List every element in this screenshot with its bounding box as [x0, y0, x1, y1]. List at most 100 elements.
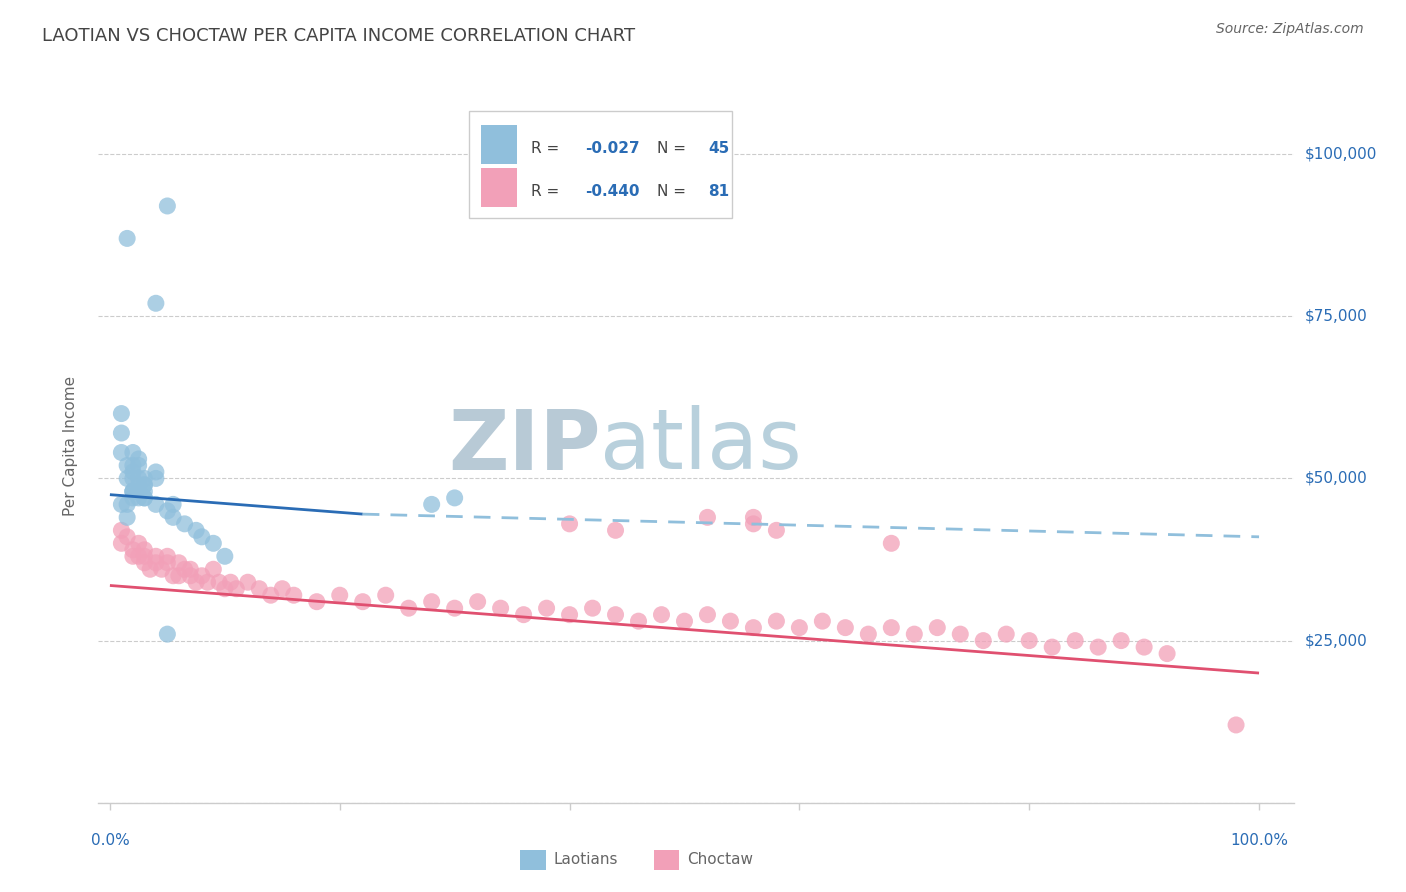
Point [650, 607, 672, 622]
Point [156, 556, 179, 570]
Point [134, 491, 156, 505]
Text: 45: 45 [709, 141, 730, 156]
Point [558, 516, 581, 531]
Bar [470, 111, 733, 218]
Point [134, 542, 156, 557]
Point [156, 199, 179, 213]
Point [128, 491, 150, 505]
Text: $100,000: $100,000 [1305, 146, 1376, 161]
Point [880, 621, 903, 635]
Point [122, 542, 145, 557]
Point [1087, 640, 1109, 654]
Point [903, 627, 925, 641]
Point [443, 601, 465, 615]
Y-axis label: Per Capita Income: Per Capita Income [63, 376, 77, 516]
Point [184, 524, 207, 538]
Point [134, 478, 156, 492]
Point [110, 425, 132, 440]
Point [122, 484, 145, 499]
Point [115, 231, 138, 245]
Point [219, 575, 242, 590]
Point [880, 536, 903, 550]
Point [260, 588, 283, 602]
Point [162, 497, 184, 511]
Text: N =: N = [657, 184, 690, 199]
Point [398, 601, 420, 615]
Point [858, 627, 880, 641]
Point [139, 562, 162, 576]
Point [134, 549, 156, 564]
Point [742, 621, 765, 635]
Point [197, 575, 219, 590]
Point [202, 562, 225, 576]
Text: Source: ZipAtlas.com: Source: ZipAtlas.com [1216, 22, 1364, 37]
Point [1225, 718, 1247, 732]
Text: 81: 81 [709, 184, 730, 199]
Point [305, 595, 328, 609]
Point [605, 524, 627, 538]
Point [150, 562, 173, 576]
Point [128, 452, 150, 467]
Text: 0.0%: 0.0% [90, 833, 129, 848]
Point [352, 595, 374, 609]
Point [558, 607, 581, 622]
Point [122, 471, 145, 485]
Text: N =: N = [657, 141, 690, 156]
Point [145, 471, 167, 485]
Text: 100.0%: 100.0% [1230, 833, 1288, 848]
Point [110, 407, 132, 421]
Point [134, 478, 156, 492]
Point [536, 601, 558, 615]
Point [581, 601, 603, 615]
Point [949, 627, 972, 641]
Point [673, 614, 696, 628]
Text: R =: R = [531, 184, 564, 199]
Point [122, 491, 145, 505]
Point [110, 445, 132, 459]
Point [420, 497, 443, 511]
Point [765, 524, 787, 538]
Point [162, 568, 184, 582]
Point [1133, 640, 1156, 654]
Point [110, 536, 132, 550]
Point [128, 536, 150, 550]
Text: atlas: atlas [600, 406, 801, 486]
Point [167, 568, 190, 582]
Point [605, 607, 627, 622]
Point [696, 510, 718, 524]
Point [145, 296, 167, 310]
Point [128, 484, 150, 499]
Point [742, 510, 765, 524]
Point [145, 556, 167, 570]
Text: -0.440: -0.440 [585, 184, 640, 199]
Point [1156, 647, 1178, 661]
Point [162, 510, 184, 524]
Point [489, 601, 512, 615]
Point [115, 530, 138, 544]
Point [110, 524, 132, 538]
Point [173, 562, 195, 576]
Text: $25,000: $25,000 [1305, 633, 1368, 648]
Point [720, 614, 742, 628]
Point [145, 497, 167, 511]
Point [1018, 633, 1040, 648]
Point [202, 536, 225, 550]
Point [134, 556, 156, 570]
Point [374, 588, 396, 602]
Point [208, 575, 231, 590]
Point [467, 595, 489, 609]
Point [184, 575, 207, 590]
Point [115, 471, 138, 485]
Point [214, 549, 236, 564]
Text: $50,000: $50,000 [1305, 471, 1368, 486]
Point [156, 627, 179, 641]
Point [128, 478, 150, 492]
Point [972, 633, 994, 648]
Point [834, 621, 856, 635]
Point [128, 549, 150, 564]
Point [115, 497, 138, 511]
Point [225, 582, 247, 596]
Point [191, 568, 214, 582]
Text: ZIP: ZIP [449, 406, 600, 486]
Text: LAOTIAN VS CHOCTAW PER CAPITA INCOME CORRELATION CHART: LAOTIAN VS CHOCTAW PER CAPITA INCOME COR… [42, 27, 636, 45]
